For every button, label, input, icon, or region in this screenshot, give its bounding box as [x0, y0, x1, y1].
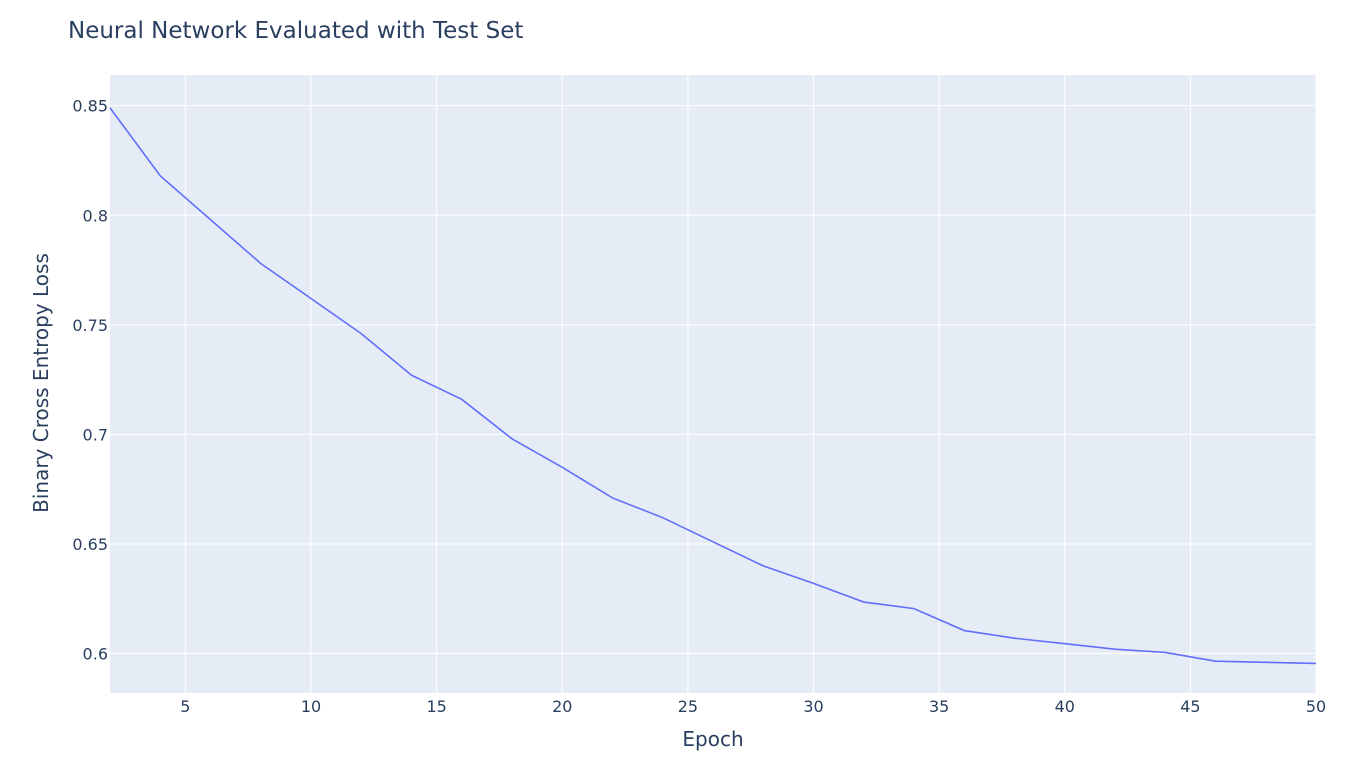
y-tick-label: 0.7 — [83, 425, 108, 444]
y-tick-label: 0.75 — [72, 316, 108, 335]
x-tick-label: 40 — [1055, 697, 1075, 716]
x-axis-ticks: 5 10 15 20 25 30 35 40 45 50 — [180, 697, 1326, 716]
chart-title: Neural Network Evaluated with Test Set — [68, 18, 523, 44]
series-line — [109, 107, 1317, 665]
y-gridlines — [110, 105, 1316, 655]
x-axis-title: Epoch — [682, 727, 743, 751]
x-tick-label: 25 — [678, 697, 698, 716]
x-gridlines — [184, 75, 1317, 693]
x-tick-label: 10 — [301, 697, 321, 716]
plot-area — [110, 75, 1316, 693]
y-axis-ticks: 0.6 0.65 0.7 0.75 0.8 0.85 — [72, 97, 108, 664]
y-axis-title: Binary Cross Entropy Loss — [29, 253, 53, 513]
x-tick-label: 45 — [1180, 697, 1200, 716]
y-tick-label: 0.8 — [83, 206, 108, 225]
x-tick-label: 5 — [180, 697, 190, 716]
x-tick-label: 35 — [929, 697, 949, 716]
y-tick-label: 0.85 — [72, 97, 108, 116]
x-tick-label: 15 — [426, 697, 446, 716]
x-tick-label: 30 — [803, 697, 823, 716]
x-tick-label: 50 — [1306, 697, 1326, 716]
x-tick-label: 20 — [552, 697, 572, 716]
y-tick-label: 0.65 — [72, 535, 108, 554]
y-tick-label: 0.6 — [83, 645, 108, 664]
